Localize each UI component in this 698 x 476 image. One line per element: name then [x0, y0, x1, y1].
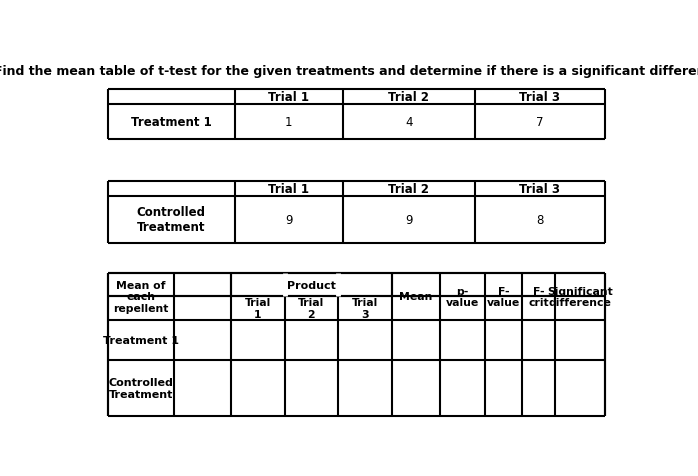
Text: Treatment 1: Treatment 1 — [131, 116, 211, 129]
Text: Trial 3: Trial 3 — [519, 183, 560, 196]
Text: Significant
difference: Significant difference — [547, 286, 613, 307]
Text: Trial
2: Trial 2 — [298, 298, 325, 319]
Text: 4: 4 — [405, 116, 413, 129]
Text: 8: 8 — [536, 214, 544, 227]
Text: F-
value: F- value — [487, 286, 520, 307]
Text: F-
crit: F- crit — [528, 286, 549, 307]
Text: Mean of
each
repellent: Mean of each repellent — [113, 280, 169, 313]
Text: 9: 9 — [285, 214, 292, 227]
Text: 9: 9 — [405, 214, 413, 227]
Text: Find the mean table of t-test for the given treatments and determine if there is: Find the mean table of t-test for the gi… — [0, 65, 698, 78]
Text: Trial 1: Trial 1 — [268, 90, 309, 104]
Text: Trial 2: Trial 2 — [388, 183, 429, 196]
Text: Trial 1: Trial 1 — [268, 183, 309, 196]
Text: 1: 1 — [285, 116, 292, 129]
Text: Treatment 1: Treatment 1 — [103, 335, 179, 345]
Text: Trial
3: Trial 3 — [352, 298, 378, 319]
Text: 7: 7 — [536, 116, 544, 129]
Text: Product: Product — [287, 280, 336, 290]
Text: Trial 3: Trial 3 — [519, 90, 560, 104]
Text: Mean: Mean — [399, 292, 433, 302]
Text: Trial 2: Trial 2 — [388, 90, 429, 104]
Text: p-
value: p- value — [446, 286, 479, 307]
Text: Controlled
Treatment: Controlled Treatment — [109, 377, 174, 399]
Text: Trial
1: Trial 1 — [244, 298, 271, 319]
Text: Controlled
Treatment: Controlled Treatment — [137, 206, 206, 234]
